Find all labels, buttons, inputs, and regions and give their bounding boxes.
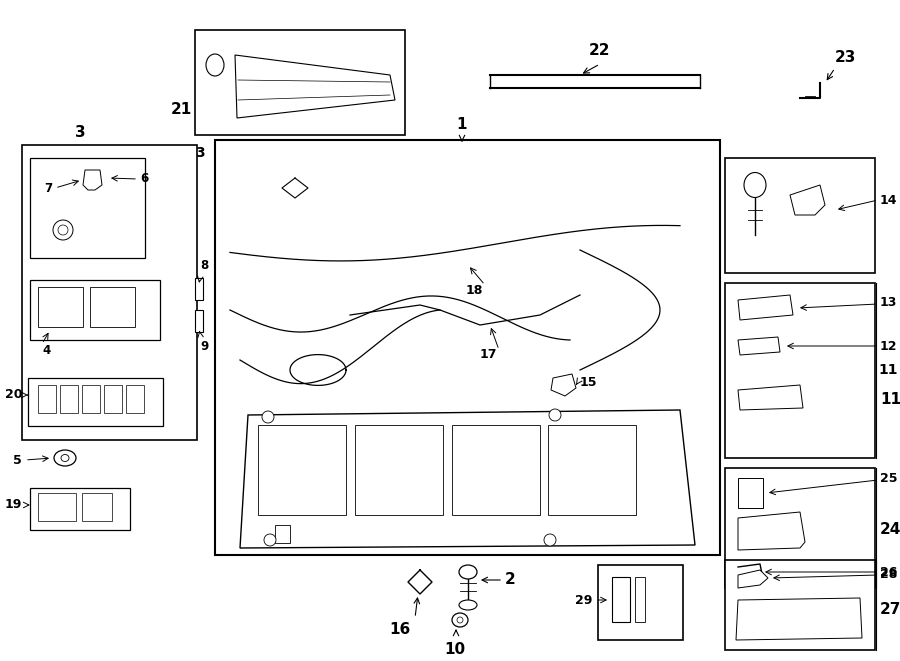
Polygon shape	[235, 55, 395, 118]
Text: 9: 9	[200, 340, 208, 353]
Ellipse shape	[459, 600, 477, 610]
Text: 26: 26	[880, 566, 897, 578]
Text: 18: 18	[465, 284, 483, 297]
Text: 1: 1	[456, 117, 467, 132]
Polygon shape	[738, 337, 780, 355]
Bar	[38, 385, 56, 413]
Text: 8: 8	[200, 259, 208, 272]
Text: 12: 12	[880, 340, 897, 352]
Polygon shape	[738, 570, 768, 588]
Bar	[548, 425, 636, 515]
Bar	[30, 158, 145, 258]
Text: 4: 4	[42, 344, 50, 356]
Bar	[38, 287, 83, 327]
Bar	[22, 145, 197, 440]
Text: 27: 27	[880, 602, 900, 617]
Bar	[738, 478, 763, 508]
Ellipse shape	[452, 613, 468, 627]
Text: 21: 21	[171, 102, 192, 118]
Bar	[612, 577, 630, 622]
Ellipse shape	[264, 534, 276, 546]
Ellipse shape	[459, 565, 477, 579]
Bar	[104, 385, 122, 413]
Text: 17: 17	[480, 348, 497, 362]
Text: 29: 29	[574, 594, 592, 607]
Polygon shape	[83, 170, 102, 190]
Bar	[28, 378, 163, 426]
Polygon shape	[240, 410, 695, 548]
Text: 11: 11	[878, 363, 897, 377]
Ellipse shape	[53, 220, 73, 240]
Text: 15: 15	[580, 375, 598, 389]
Bar	[598, 565, 683, 640]
Polygon shape	[551, 374, 576, 396]
Bar	[195, 30, 405, 135]
Polygon shape	[790, 185, 825, 215]
Text: 19: 19	[4, 498, 22, 512]
Bar	[90, 287, 135, 327]
Ellipse shape	[54, 450, 76, 466]
Bar	[30, 488, 130, 530]
Bar	[258, 425, 346, 515]
Text: 25: 25	[880, 471, 897, 485]
Polygon shape	[736, 598, 862, 640]
Bar	[38, 493, 76, 521]
Bar	[725, 158, 875, 273]
Ellipse shape	[262, 411, 274, 423]
Ellipse shape	[549, 409, 561, 421]
Bar	[275, 525, 290, 543]
Text: 16: 16	[390, 622, 410, 637]
Bar	[195, 310, 203, 332]
Text: 20: 20	[4, 389, 22, 401]
Text: 23: 23	[835, 50, 857, 65]
Text: 6: 6	[140, 171, 148, 184]
Ellipse shape	[58, 225, 68, 235]
Bar	[215, 140, 720, 555]
Polygon shape	[738, 512, 805, 550]
Text: 11: 11	[880, 393, 900, 407]
Ellipse shape	[744, 173, 766, 198]
Polygon shape	[738, 385, 803, 410]
Text: 22: 22	[590, 43, 611, 58]
Text: 7: 7	[44, 182, 52, 194]
Text: 13: 13	[880, 295, 897, 309]
Bar	[725, 560, 875, 650]
Bar	[82, 385, 100, 413]
Text: 2: 2	[505, 572, 516, 588]
Text: 3: 3	[75, 125, 86, 140]
Ellipse shape	[544, 534, 556, 546]
Bar	[30, 280, 160, 340]
Bar	[126, 385, 144, 413]
Text: 28: 28	[880, 568, 897, 582]
Bar	[355, 425, 443, 515]
Text: 5: 5	[14, 453, 22, 467]
Ellipse shape	[457, 617, 463, 623]
Ellipse shape	[61, 455, 69, 461]
Bar	[195, 278, 203, 300]
Text: 10: 10	[445, 642, 465, 657]
Polygon shape	[738, 295, 793, 320]
Text: 14: 14	[880, 194, 897, 206]
Text: 24: 24	[880, 522, 900, 537]
Bar	[725, 468, 875, 588]
Bar	[452, 425, 540, 515]
Text: 3: 3	[195, 146, 204, 160]
Bar	[725, 283, 875, 458]
Bar	[82, 493, 112, 521]
Ellipse shape	[206, 54, 224, 76]
Bar	[635, 577, 645, 622]
Bar	[60, 385, 78, 413]
